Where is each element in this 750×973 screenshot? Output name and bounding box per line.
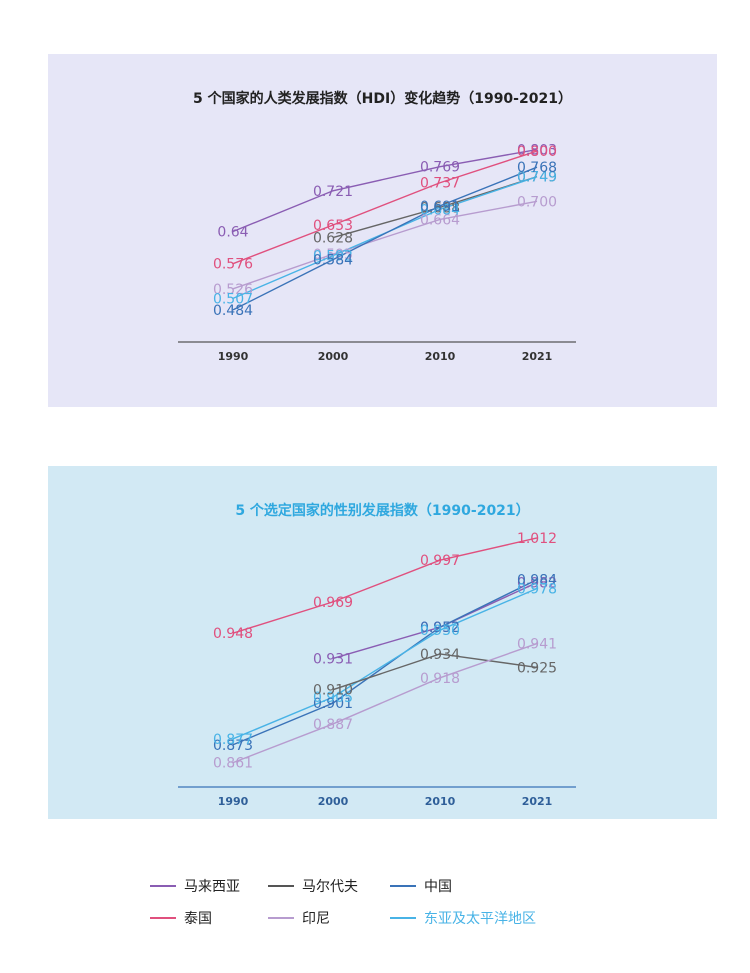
data-label: 0.691	[420, 199, 460, 215]
x-tick-label: 2010	[425, 795, 456, 808]
gdi-line-chart: 1990 2000 2010 2021 0.948 0.969 0.997 1.012 0.93…	[178, 531, 576, 808]
data-label: 0.800	[517, 144, 557, 160]
data-label: 0.576	[213, 257, 253, 273]
hdi-line-chart: 1990 2000 2010 2021 0.64 0.721 0.769 0.803 0.576…	[178, 143, 576, 363]
series-line-3	[232, 200, 538, 290]
legend-item-thailand: 泰国	[150, 908, 212, 928]
data-label: 0.584	[313, 253, 353, 269]
data-label: 0.925	[517, 660, 557, 676]
data-label: 0.769	[420, 160, 460, 176]
legend-label: 马尔代夫	[302, 879, 358, 895]
legend-swatch	[390, 885, 416, 887]
data-label: 0.592	[313, 249, 353, 265]
data-label: 0.887	[313, 717, 353, 733]
x-tick-label: 1990	[218, 795, 249, 808]
data-label: 0.737	[420, 176, 460, 192]
data-label: 0.653	[313, 218, 353, 234]
data-label: 0.803	[517, 143, 557, 159]
data-label: 0.941	[517, 637, 557, 653]
data-label: 0.982	[517, 576, 557, 592]
data-label: 0.877	[213, 732, 253, 748]
data-label: 0.484	[213, 303, 253, 319]
data-label: 0.948	[213, 626, 253, 642]
data-label: 0.918	[420, 671, 460, 687]
data-label: 0.628	[313, 231, 353, 247]
legend-swatch	[390, 917, 416, 919]
legend-label: 印尼	[302, 911, 330, 927]
legend-item-china: 中国	[390, 876, 452, 896]
data-label: 0.700	[517, 194, 557, 210]
data-label: 0.931	[313, 651, 353, 667]
series-line-2	[232, 578, 538, 746]
data-label: 0.950	[420, 623, 460, 639]
series-line-0	[232, 537, 538, 634]
data-label: 0.749	[517, 170, 557, 186]
data-label: 1.012	[517, 531, 557, 547]
data-label: 0.721	[313, 184, 353, 200]
x-tick-label: 2021	[522, 350, 553, 363]
legend: 马来西亚 马尔代夫 中国 泰国 印尼 东亚及太平洋地区	[150, 876, 670, 946]
data-label: 0.978	[517, 582, 557, 598]
x-tick-label: 2000	[318, 350, 349, 363]
data-label: 0.934	[420, 647, 460, 663]
legend-swatch	[268, 885, 294, 887]
data-label: 0.526	[213, 282, 253, 298]
data-label: 0.684	[420, 202, 460, 218]
legend-label: 马来西亚	[184, 879, 240, 895]
data-label: 0.507	[213, 291, 253, 307]
x-tick-label: 2000	[318, 795, 349, 808]
hdi-chart-panel: 5 个国家的人类发展指数（HDI）变化趋势（1990-2021） 1990 200…	[48, 54, 717, 407]
data-label: 0.768	[517, 160, 557, 176]
data-label: 0.595	[313, 247, 353, 263]
legend-swatch	[150, 917, 176, 919]
data-label: 0.664	[420, 212, 460, 228]
gdi-chart-panel: 5 个选定国家的性别发展指数（1990-2021） 1990 2000 2010 20…	[48, 466, 717, 819]
data-label: 0.873	[213, 738, 253, 754]
data-label: 0.749	[517, 170, 557, 186]
legend-item-malaysia: 马来西亚	[150, 876, 240, 896]
data-label: 0.910	[313, 683, 353, 699]
data-label: 0.861	[213, 756, 253, 772]
gdi-chart-title: 5 个选定国家的性别发展指数（1990-2021）	[235, 503, 530, 519]
data-label: 0.984	[517, 573, 557, 589]
legend-item-indonesia: 印尼	[268, 908, 330, 928]
data-label: 0.952	[420, 620, 460, 636]
legend-label: 泰国	[184, 911, 212, 927]
series-line-5	[232, 166, 538, 311]
data-label: 0.905	[313, 690, 353, 706]
series-line-1	[232, 150, 538, 265]
series-line-0	[232, 148, 538, 233]
data-label: 0.969	[313, 595, 353, 611]
series-line-3	[232, 587, 538, 740]
legend-label: 东亚及太平洋地区	[424, 911, 536, 927]
x-tick-label: 2010	[425, 350, 456, 363]
series-line-5	[232, 642, 538, 764]
legend-label: 中国	[424, 879, 452, 895]
data-label: 0.952	[420, 620, 460, 636]
data-label: 0.997	[420, 553, 460, 569]
x-tick-label: 1990	[218, 350, 249, 363]
hdi-chart-title: 5 个国家的人类发展指数（HDI）变化趋势（1990-2021）	[193, 91, 572, 107]
data-label: 0.901	[313, 696, 353, 712]
legend-swatch	[268, 917, 294, 919]
data-label: 0.64	[217, 225, 248, 241]
legend-item-maldives: 马尔代夫	[268, 876, 358, 896]
data-label: 0.688	[420, 200, 460, 216]
x-tick-label: 2021	[522, 795, 553, 808]
series-line-4	[332, 653, 538, 691]
legend-swatch	[150, 885, 176, 887]
legend-item-east-asia-pacific: 东亚及太平洋地区	[390, 908, 536, 928]
